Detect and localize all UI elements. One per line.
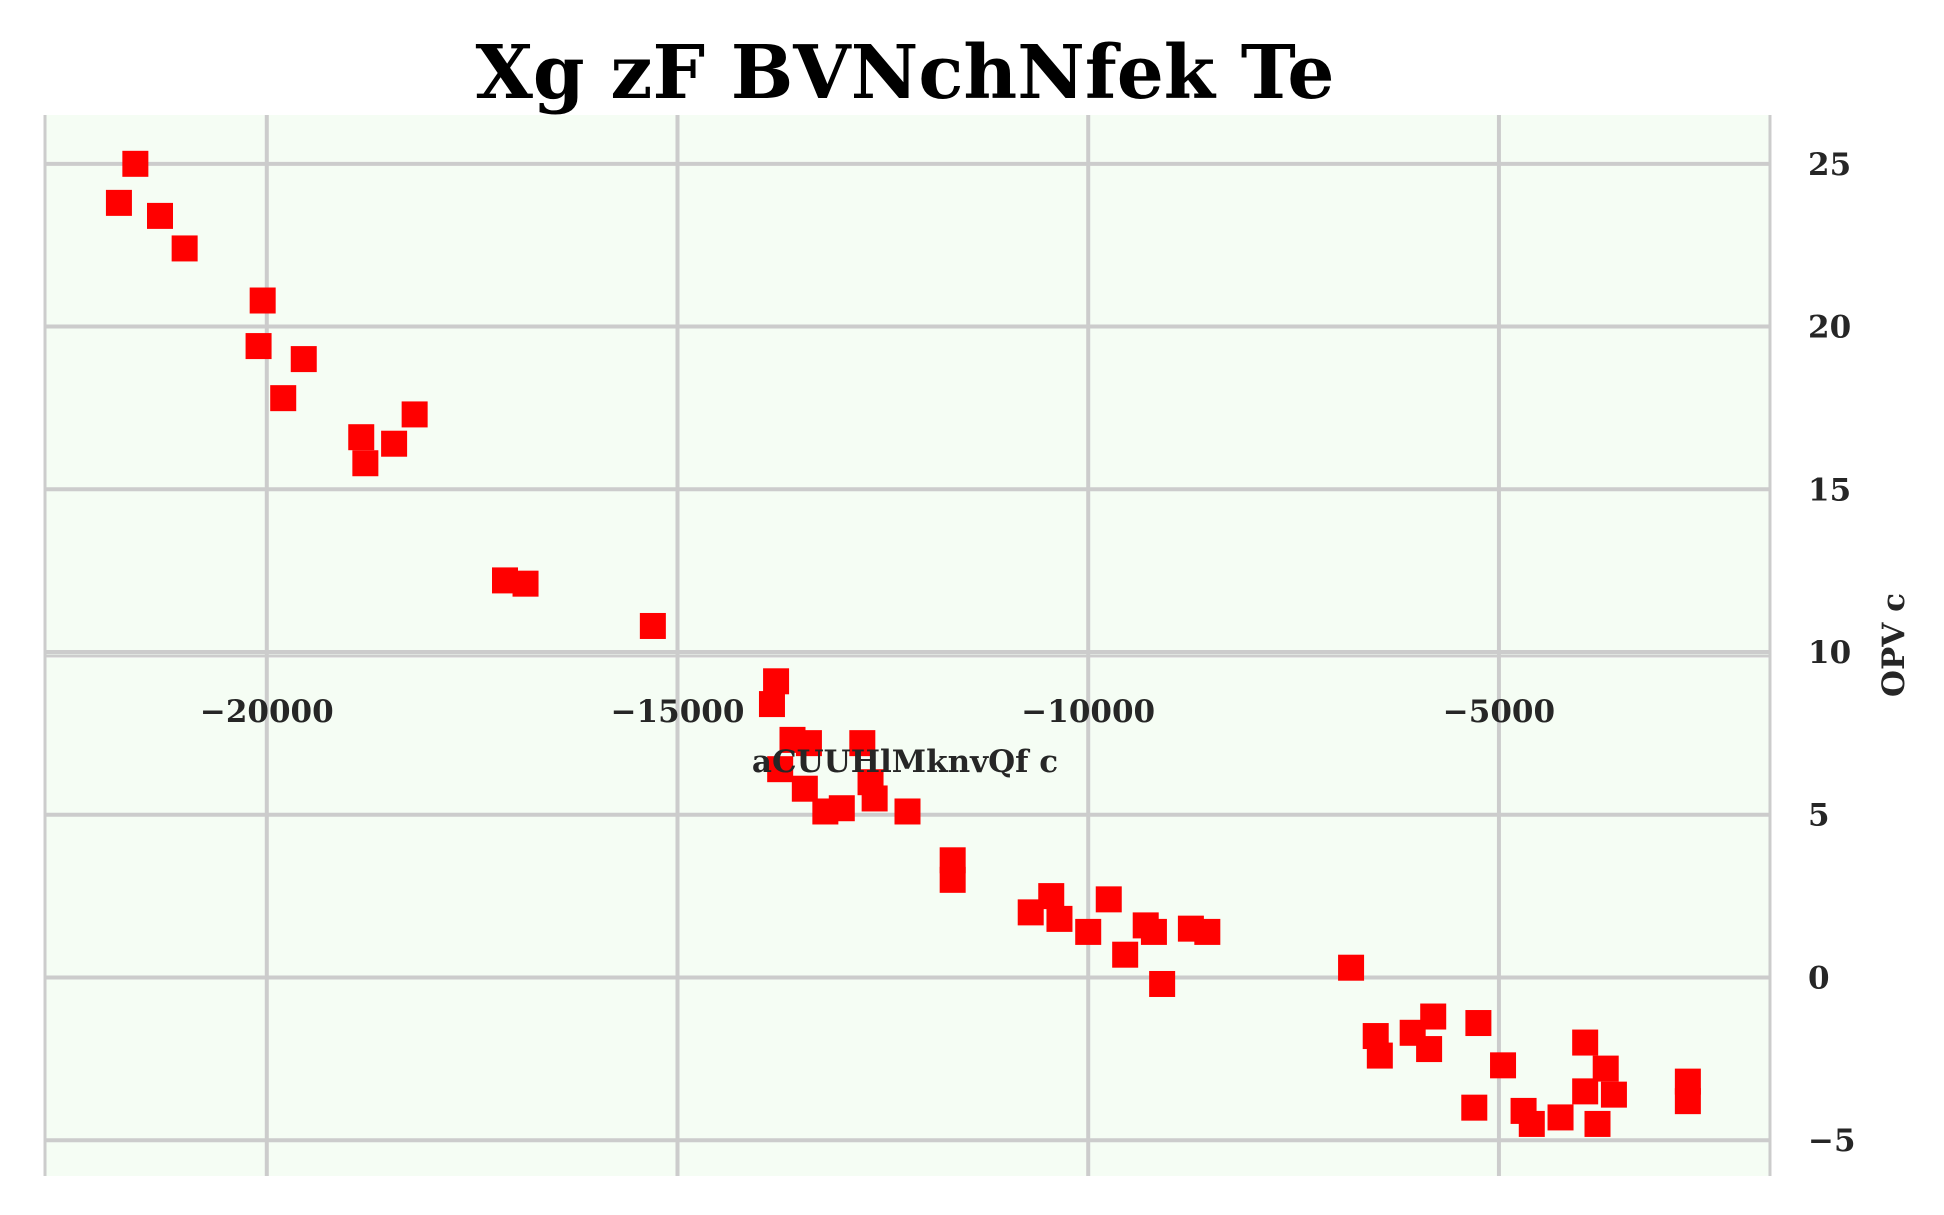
grid-lines bbox=[45, 115, 1770, 1176]
data-point bbox=[352, 450, 379, 477]
chart-title: Xg zF BVNchNfek Te bbox=[476, 30, 1335, 116]
data-point bbox=[1461, 1094, 1488, 1121]
data-point bbox=[1338, 954, 1365, 981]
data-point bbox=[791, 775, 818, 802]
data-point bbox=[381, 430, 408, 457]
data-point bbox=[1095, 886, 1122, 913]
data-point bbox=[1592, 1055, 1619, 1082]
data-point bbox=[1140, 918, 1167, 945]
data-point bbox=[857, 769, 884, 796]
y-tick-label: 25 bbox=[1808, 147, 1851, 183]
data-point bbox=[105, 189, 132, 216]
data-point bbox=[1600, 1081, 1627, 1108]
data-point bbox=[1194, 918, 1221, 945]
data-points bbox=[105, 150, 1701, 1137]
y-tick-labels: −5 0 5 10 15 20 25 bbox=[1808, 147, 1856, 1159]
x-tick-label: −20000 bbox=[200, 694, 334, 730]
y-tick-label: 5 bbox=[1808, 798, 1830, 834]
data-point bbox=[828, 795, 855, 822]
data-point bbox=[249, 287, 276, 314]
x-tick-label: −10000 bbox=[1021, 694, 1155, 730]
data-point bbox=[939, 866, 966, 893]
data-point bbox=[1416, 1036, 1443, 1063]
data-point bbox=[639, 612, 666, 639]
data-point bbox=[1038, 883, 1065, 910]
y-tick-label: 20 bbox=[1808, 310, 1851, 346]
data-point bbox=[1075, 918, 1102, 945]
data-point bbox=[894, 798, 921, 825]
y-tick-label: 10 bbox=[1808, 635, 1851, 671]
data-point bbox=[270, 385, 297, 412]
data-point bbox=[1149, 970, 1176, 997]
data-point bbox=[1584, 1110, 1611, 1137]
x-tick-label: −15000 bbox=[611, 694, 745, 730]
x-tick-label: −5000 bbox=[1443, 694, 1555, 730]
axes-spines bbox=[43, 115, 1772, 1176]
data-point bbox=[171, 235, 198, 262]
data-point bbox=[1420, 1003, 1447, 1030]
upper-plot-background bbox=[45, 115, 1770, 655]
data-point bbox=[348, 424, 375, 451]
data-point bbox=[1518, 1110, 1545, 1137]
data-point bbox=[147, 202, 173, 229]
data-point bbox=[1572, 1078, 1599, 1105]
x-tick-labels: −20000 −15000 −10000 −5000 bbox=[200, 694, 1555, 730]
x-axis-label: aCUUHlMknvQf c bbox=[752, 744, 1058, 780]
data-point bbox=[512, 570, 539, 597]
data-point bbox=[1112, 941, 1139, 968]
data-point bbox=[290, 346, 317, 373]
data-point bbox=[401, 401, 428, 428]
lower-plot-background bbox=[45, 658, 1770, 1176]
data-point bbox=[767, 756, 794, 783]
data-point bbox=[758, 691, 785, 718]
lower-plot-panel bbox=[45, 658, 1770, 1176]
data-point bbox=[1366, 1042, 1393, 1069]
y-tick-label: 0 bbox=[1808, 960, 1830, 996]
data-point bbox=[245, 333, 272, 360]
y-tick-label: 15 bbox=[1808, 472, 1851, 508]
data-point bbox=[1547, 1104, 1574, 1131]
data-point bbox=[763, 668, 790, 695]
data-point bbox=[1572, 1029, 1599, 1056]
data-point bbox=[1465, 1010, 1492, 1037]
y-axis-label: OPV c bbox=[1876, 593, 1912, 697]
data-point bbox=[122, 150, 149, 177]
data-point bbox=[795, 730, 822, 757]
data-point bbox=[849, 730, 876, 757]
data-point bbox=[1046, 905, 1073, 932]
upper-plot-panel bbox=[45, 115, 1770, 655]
data-point bbox=[1674, 1088, 1701, 1115]
y-tick-label: −5 bbox=[1808, 1123, 1856, 1159]
data-point bbox=[1490, 1052, 1517, 1079]
